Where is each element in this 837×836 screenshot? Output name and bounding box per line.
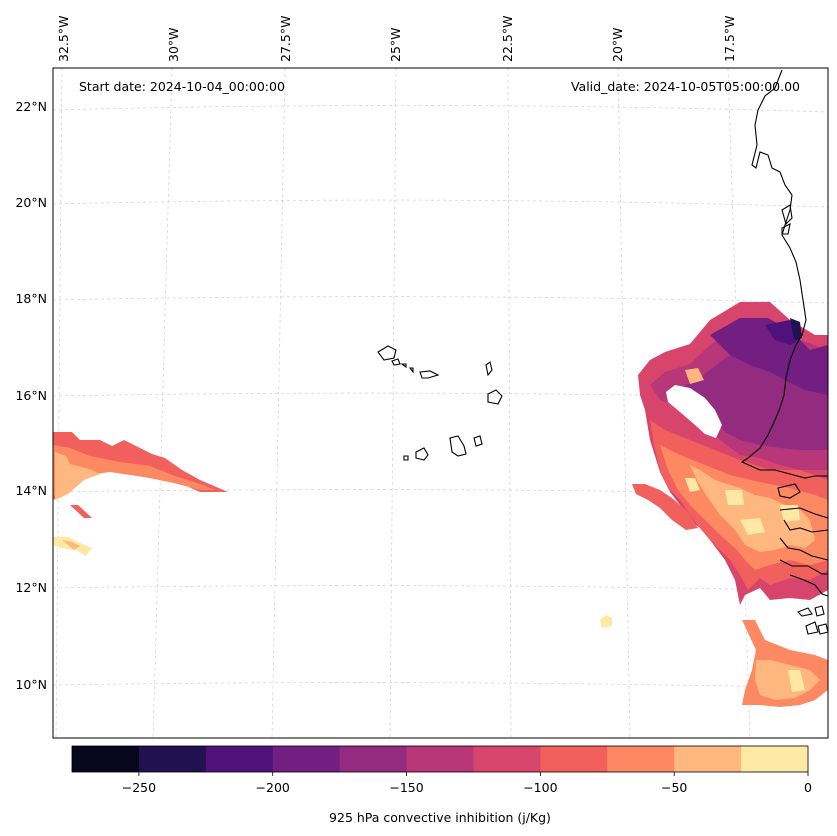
colorbar-segment — [339, 746, 408, 772]
lat-label: 10°N — [15, 677, 47, 692]
lon-label: 25°W — [388, 27, 403, 62]
lon-label: 30°W — [166, 27, 181, 62]
start-date-label: Start date: 2024-10-04_00:00:00 — [79, 79, 285, 94]
lat-label: 20°N — [15, 195, 47, 210]
colorbar-tick-label: −150 — [389, 780, 423, 795]
colorbar-tick-label: −100 — [523, 780, 557, 795]
lon-label: 17.5°W — [722, 16, 737, 62]
cape-verde-islands — [377, 345, 503, 461]
colorbar-tick-label: −50 — [661, 780, 687, 795]
colorbar-segment — [674, 746, 742, 772]
lon-label: 22.5°W — [500, 16, 515, 62]
colorbar-segment — [72, 746, 140, 772]
lat-label: 14°N — [15, 483, 47, 498]
map-frame — [52, 67, 829, 739]
lat-label: 22°N — [15, 99, 47, 114]
latitude-labels: 22°N 20°N 18°N 16°N 14°N 12°N 10°N — [15, 99, 47, 692]
valid-date-label: Valid_date: 2024-10-05T05:00:00.00 — [571, 79, 800, 94]
colorbar-tick-label: 0 — [804, 780, 812, 795]
colorbar-frame — [71, 745, 809, 773]
colorbar: −250 −200 −150 −100 −50 0 925 hPa convective … — [71, 745, 812, 825]
colorbar-segment — [741, 746, 809, 772]
colorbar-label: 925 hPa convective inhibition (j/Kg) — [329, 810, 551, 825]
lon-label: 27.5°W — [278, 16, 293, 62]
cin-shading — [53, 302, 828, 707]
lat-label: 16°N — [15, 388, 47, 403]
colorbar-segment — [406, 746, 474, 772]
colorbar-segment — [205, 746, 274, 772]
africa-coastline — [740, 69, 828, 479]
lon-label: 20°W — [610, 27, 625, 62]
colorbar-segment — [138, 746, 207, 772]
longitude-labels: 32.5°W 30°W 27.5°W 25°W 22.5°W 20°W 17.5… — [56, 16, 737, 62]
lat-label: 12°N — [15, 580, 47, 595]
colorbar-segment — [473, 746, 541, 772]
colorbar-segment — [272, 746, 341, 772]
colorbar-segment — [607, 746, 675, 772]
colorbar-tick-label: −250 — [122, 780, 156, 795]
lon-label: 32.5°W — [56, 16, 71, 62]
colorbar-segment — [540, 746, 608, 772]
lat-label: 18°N — [15, 291, 47, 306]
colorbar-tick-label: −200 — [256, 780, 290, 795]
